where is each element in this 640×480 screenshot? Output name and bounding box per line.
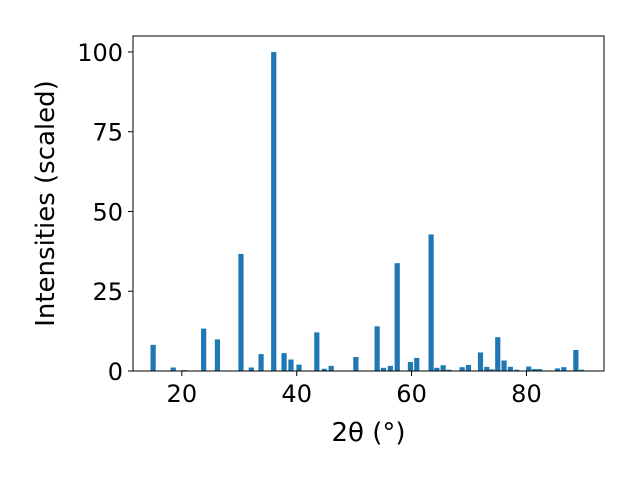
bar xyxy=(578,369,585,371)
bar xyxy=(394,263,400,371)
x-tick-label: 80 xyxy=(511,380,542,408)
x-tick-label: 60 xyxy=(396,380,427,408)
bar xyxy=(434,367,440,371)
bar xyxy=(507,366,513,371)
bar xyxy=(407,362,414,371)
bar xyxy=(573,349,579,371)
bar xyxy=(328,365,334,371)
bar xyxy=(214,339,221,371)
bar xyxy=(446,369,452,371)
bar xyxy=(353,356,359,371)
bar xyxy=(561,367,567,371)
bar xyxy=(271,51,277,371)
bar xyxy=(288,359,294,371)
y-tick-label: 75 xyxy=(92,119,123,147)
bar xyxy=(459,367,465,371)
y-tick-label: 50 xyxy=(92,198,123,226)
bar xyxy=(495,337,501,371)
bar xyxy=(296,364,302,371)
bar xyxy=(314,332,320,371)
y-tick-label: 100 xyxy=(77,39,123,67)
bar xyxy=(465,364,472,371)
plot-frame xyxy=(132,35,605,372)
bars xyxy=(150,51,585,371)
bar xyxy=(501,360,507,371)
bar xyxy=(484,366,490,371)
bar xyxy=(238,253,244,371)
bar xyxy=(428,234,434,371)
x-axis-ticks: 20 40 60 80 xyxy=(167,371,542,408)
bar xyxy=(321,368,327,371)
bar xyxy=(258,354,264,371)
bar xyxy=(380,367,387,371)
bar xyxy=(554,368,561,371)
bar xyxy=(170,367,176,371)
bar xyxy=(531,369,538,371)
y-tick-label: 0 xyxy=(108,358,123,386)
y-tick-label: 25 xyxy=(92,278,123,306)
bar xyxy=(526,366,532,371)
y-axis-label: Intensities (scaled) xyxy=(31,80,61,327)
x-tick-label: 40 xyxy=(281,380,312,408)
bar xyxy=(201,328,207,371)
x-tick-label: 20 xyxy=(167,380,198,408)
bar xyxy=(387,365,393,371)
bar xyxy=(248,367,254,371)
bar xyxy=(514,369,520,371)
x-axis-label: 2θ (°) xyxy=(331,418,405,448)
bar xyxy=(150,344,156,371)
bar xyxy=(281,353,287,371)
bar xyxy=(489,369,495,371)
bar xyxy=(477,352,484,371)
bar xyxy=(537,369,543,371)
bar xyxy=(374,326,380,371)
bar xyxy=(440,365,446,371)
y-axis-ticks: 0 25 50 75 100 xyxy=(77,39,133,386)
bar xyxy=(414,357,420,371)
